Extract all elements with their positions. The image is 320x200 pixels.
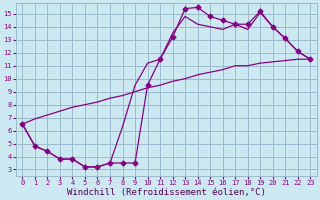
X-axis label: Windchill (Refroidissement éolien,°C): Windchill (Refroidissement éolien,°C) <box>67 188 266 197</box>
